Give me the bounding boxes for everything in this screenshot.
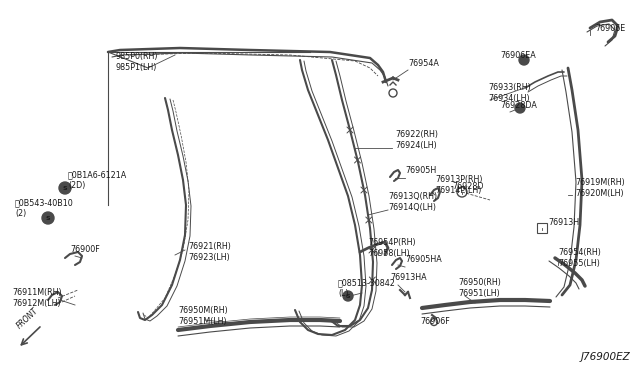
Text: 76905H: 76905H <box>405 166 436 174</box>
Text: 76913P(RH)
76914P(LH): 76913P(RH) 76914P(LH) <box>435 175 483 195</box>
Text: 76928D: 76928D <box>452 182 483 190</box>
Circle shape <box>519 55 529 65</box>
Text: 76919M(RH)
76920M(LH): 76919M(RH) 76920M(LH) <box>575 178 625 198</box>
Text: 76906F: 76906F <box>420 317 450 327</box>
Text: S: S <box>346 294 350 298</box>
Bar <box>537 223 547 233</box>
Text: 76906E: 76906E <box>595 23 625 32</box>
Text: 76954P(RH)
76958(LH): 76954P(RH) 76958(LH) <box>368 238 415 258</box>
Text: 76913H: 76913H <box>548 218 579 227</box>
Text: S: S <box>45 215 51 221</box>
Text: 985P0(RH)
985P1(LH): 985P0(RH) 985P1(LH) <box>115 52 157 72</box>
Text: 76954A: 76954A <box>408 58 439 67</box>
Text: J76900EZ: J76900EZ <box>580 352 630 362</box>
Text: 76905HA: 76905HA <box>405 254 442 263</box>
Text: ␖08513-30842
(L): ␖08513-30842 (L) <box>338 278 396 298</box>
Circle shape <box>343 291 353 301</box>
Text: 76933(RH)
76934(LH): 76933(RH) 76934(LH) <box>488 83 531 103</box>
Text: 76911M(RH)
76912M(LH): 76911M(RH) 76912M(LH) <box>12 288 61 308</box>
Circle shape <box>42 212 54 224</box>
Text: S: S <box>63 186 67 190</box>
Text: 76913HA: 76913HA <box>390 273 427 282</box>
Text: ␖0B1A6-6121A
(2D): ␖0B1A6-6121A (2D) <box>68 170 127 190</box>
Circle shape <box>59 182 71 194</box>
Text: ␖0B543-40B10
(2): ␖0B543-40B10 (2) <box>15 198 74 218</box>
Text: 76913Q(RH)
76914Q(LH): 76913Q(RH) 76914Q(LH) <box>388 192 437 212</box>
Text: 76906EA: 76906EA <box>500 51 536 60</box>
Text: 76900F: 76900F <box>70 246 100 254</box>
Text: 76922(RH)
76924(LH): 76922(RH) 76924(LH) <box>395 130 438 150</box>
Text: 76921(RH)
76923(LH): 76921(RH) 76923(LH) <box>188 242 231 262</box>
Text: 76954(RH)
76955(LH): 76954(RH) 76955(LH) <box>558 248 601 268</box>
Circle shape <box>515 103 525 113</box>
Text: 76950(RH)
76951(LH): 76950(RH) 76951(LH) <box>458 278 501 298</box>
Text: 76928DA: 76928DA <box>500 100 537 109</box>
Text: FRONT: FRONT <box>15 306 40 330</box>
Text: 76950M(RH)
76951M(LH): 76950M(RH) 76951M(LH) <box>178 306 228 326</box>
